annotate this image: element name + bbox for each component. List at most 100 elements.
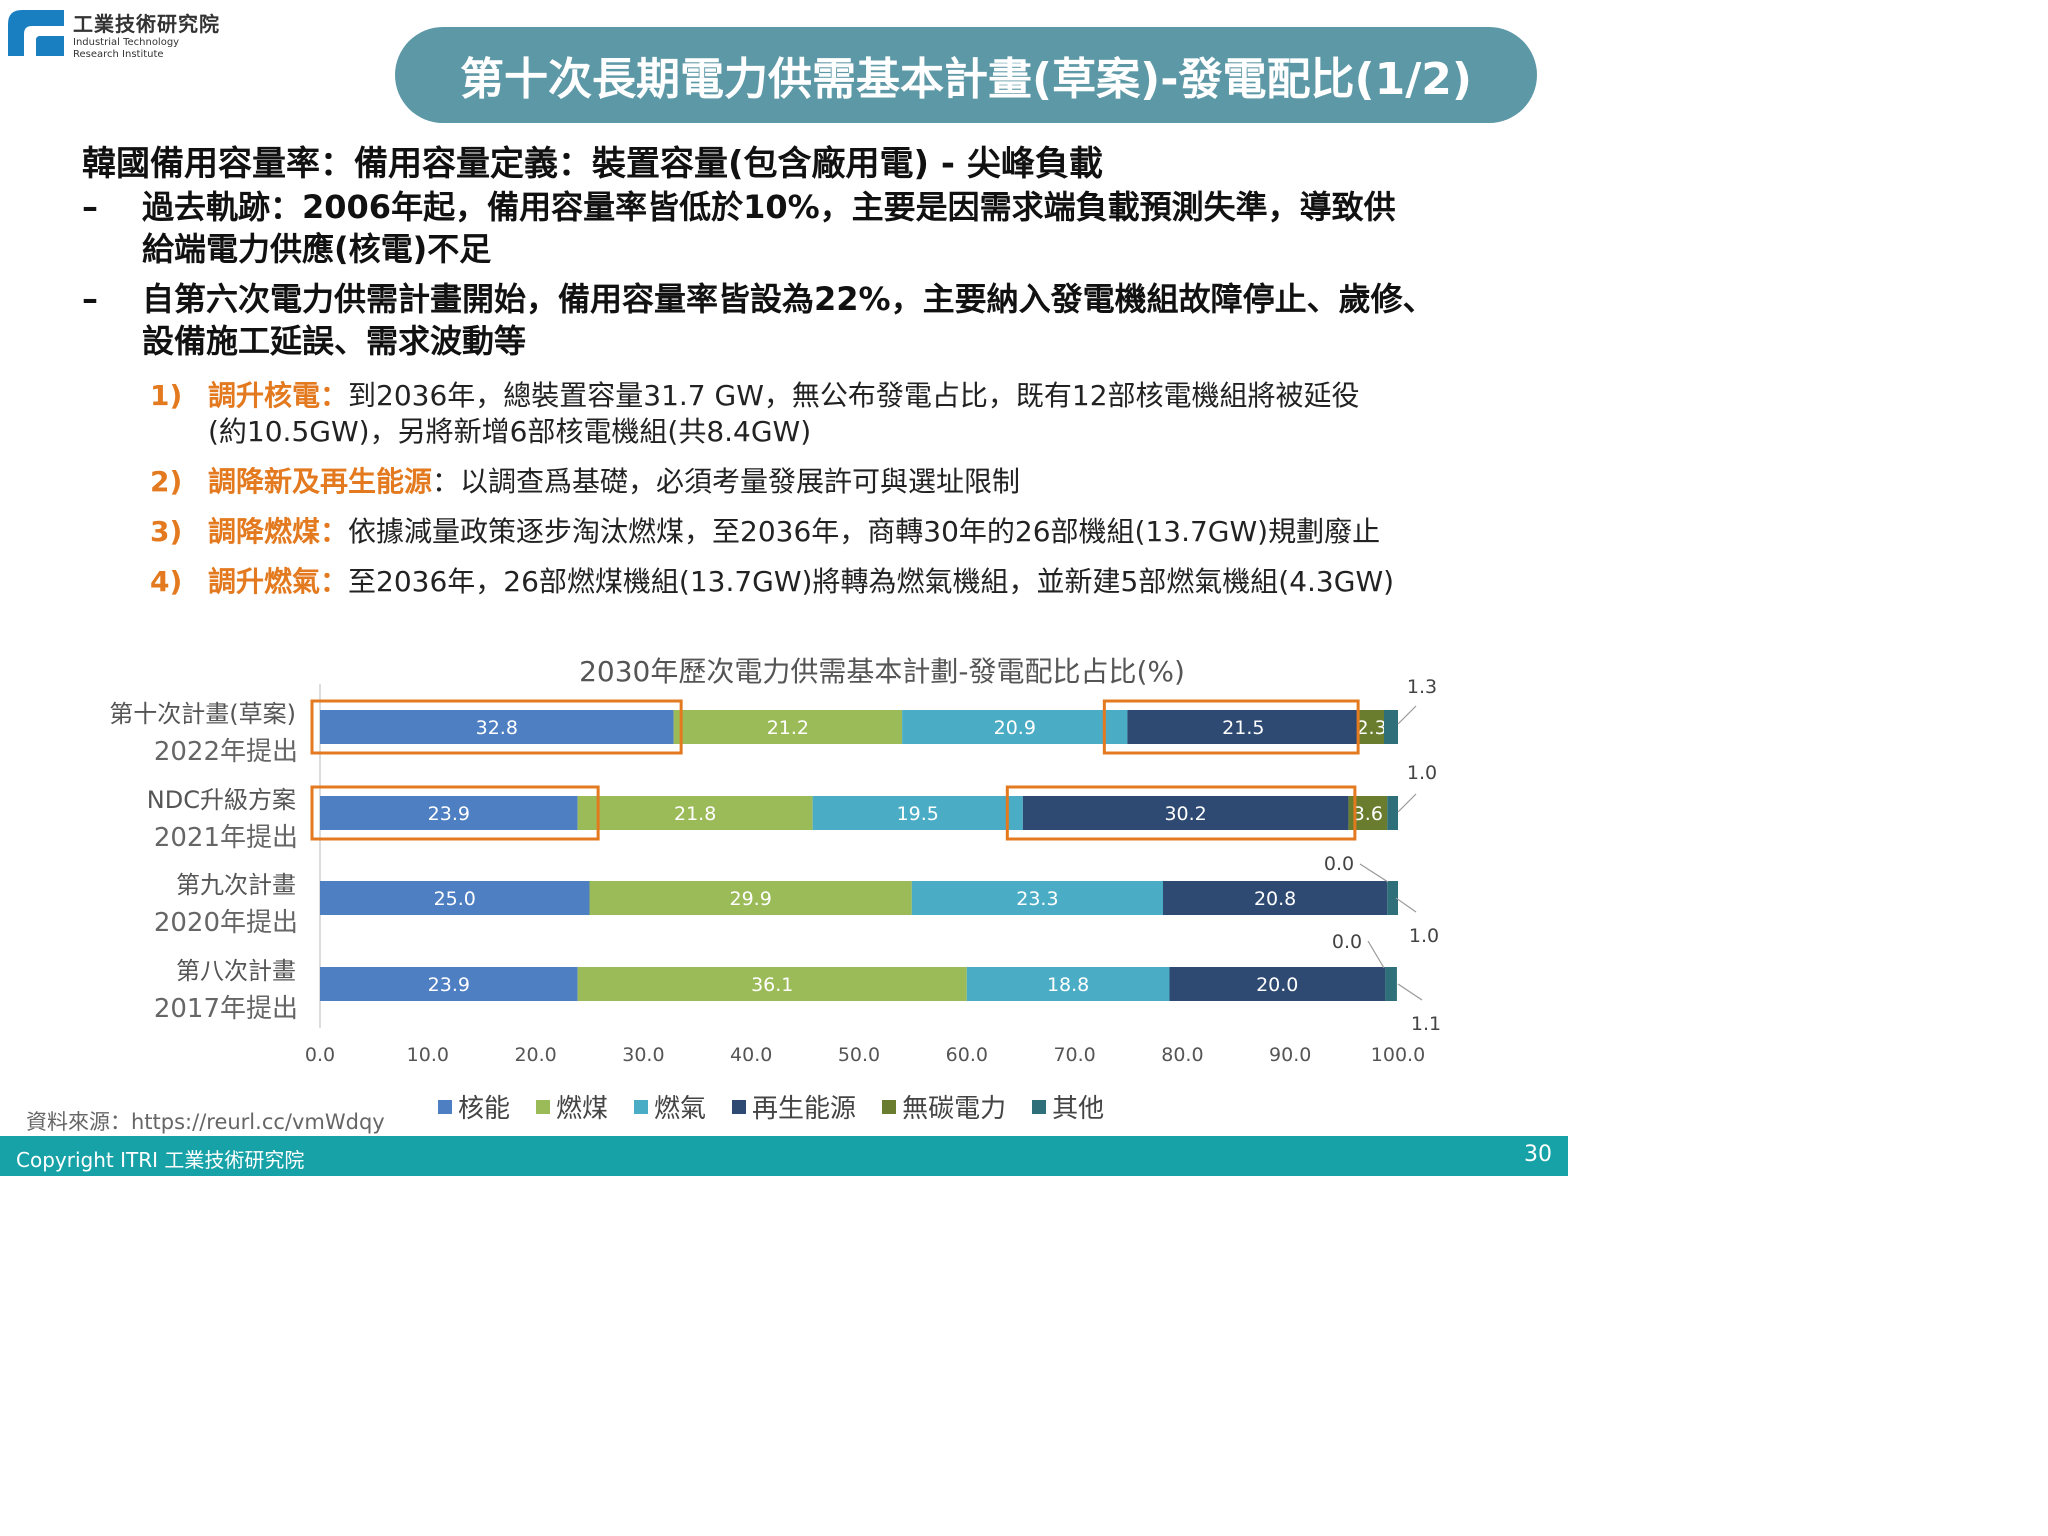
callout-value-label: 0.0	[1324, 853, 1354, 875]
legend-item: 再生能源	[732, 1088, 856, 1125]
dash-line: 自第六次電力供需計畫開始，備用容量率皆設為22%，主要納入發電機組故障停止、歲修…	[142, 280, 1435, 318]
dash-line: 給端電力供應(核電)不足	[142, 230, 492, 268]
item-line: 調降新及再生能源：以調查爲基礎，必須考量發展許可與選址限制	[208, 464, 1498, 500]
item-number: 4)	[150, 565, 183, 598]
bar-value-label: 20.0	[1256, 974, 1298, 996]
bar-segment	[1385, 967, 1397, 1001]
x-tick-label: 100.0	[1371, 1044, 1425, 1066]
x-tick-label: 80.0	[1161, 1044, 1203, 1066]
dash-text: 自第六次電力供需計畫開始，備用容量率皆設為22%，主要納入發電機組故障停止、歲修…	[142, 278, 1542, 362]
legend-item: 無碳電力	[882, 1088, 1006, 1125]
chart-title: 2030年歷次電力供需基本計劃-發電配比占比(%)	[579, 655, 1185, 688]
org-name-zh: 工業技術研究院	[73, 12, 220, 36]
legend-item: 燃氣	[634, 1088, 706, 1125]
footer-bar: Copyright ITRI 工業技術研究院 30	[0, 1136, 1568, 1176]
bar-value-label: 20.9	[994, 717, 1036, 739]
slide-title-text: 第十次長期電力供需基本計畫(草案)-發電配比(1/2)	[460, 54, 1472, 105]
org-name-en-2: Research Institute	[73, 49, 164, 60]
item-number: 2)	[150, 465, 183, 498]
category-label: 第九次計畫	[176, 871, 296, 899]
category-sublabel: 2021年提出	[154, 823, 298, 853]
bar-segment	[577, 967, 967, 1001]
dash-line: 設備施工延誤、需求波動等	[142, 322, 527, 360]
item-body: 調降燃煤：依據減量政策逐步淘汰燃煤，至2036年，商轉30年的26部機組(13.…	[208, 514, 1498, 550]
item-line: 調降燃煤：依據減量政策逐步淘汰燃煤，至2036年，商轉30年的26部機組(13.…	[208, 514, 1498, 550]
legend-item: 燃煤	[536, 1088, 608, 1125]
x-tick-label: 20.0	[514, 1044, 556, 1066]
highlight-box	[310, 785, 600, 841]
footer-copyright: Copyright ITRI 工業技術研究院	[16, 1148, 305, 1172]
bar-segment	[1359, 710, 1384, 744]
bar-value-label: 23.9	[428, 974, 470, 996]
source-note: 資料來源：https://reurl.cc/vmWdqy	[26, 1110, 385, 1134]
bar-segment	[589, 881, 912, 915]
bar-segment	[1387, 796, 1398, 830]
legend-label: 燃氣	[654, 1094, 707, 1124]
highlight-box	[1005, 785, 1357, 841]
category-sublabel: 2022年提出	[154, 737, 298, 767]
bar-value-label: 32.8	[476, 717, 518, 739]
callout-leader-line	[1367, 940, 1385, 969]
category-label: 第十次計畫(草案)	[109, 700, 296, 728]
item-label: 調降新及再生能源	[208, 465, 433, 498]
bar-segment	[320, 881, 590, 915]
callout-value-label: 1.0	[1407, 762, 1437, 784]
bar-value-label: 36.1	[751, 974, 793, 996]
bar-value-label: 21.5	[1222, 717, 1264, 739]
stacked-bar-chart: 2030年歷次電力供需基本計劃-發電配比占比(%) 32.8 21.2 20.9 21.…	[109, 655, 1441, 1066]
bar-segment	[911, 881, 1163, 915]
bar-value-label: 21.8	[674, 803, 716, 825]
org-name-en-1: Industrial Technology	[73, 37, 180, 48]
bar-segment	[1387, 881, 1398, 915]
dash-mark: –	[82, 280, 98, 318]
category-sublabel: 2017年提出	[154, 994, 298, 1024]
item-text: ：以調查爲基礎，必須考量發展許可與選址限制	[432, 465, 1021, 498]
callout-value-label: 0.0	[1332, 931, 1362, 953]
legend-label: 燃煤	[556, 1094, 609, 1124]
bar-value-label: 19.5	[897, 803, 939, 825]
item-body: 調升燃氣：至2036年，26部燃煤機組(13.7GW)將轉為燃氣機組，並新建5部…	[208, 564, 1498, 600]
org-name: 工業技術研究院 Industrial Technology Research I…	[73, 8, 220, 61]
bar-segment	[1162, 881, 1388, 915]
legend-label: 其他	[1052, 1094, 1105, 1124]
bar-value-label: 25.0	[434, 888, 476, 910]
legend-swatch	[634, 1099, 649, 1114]
bar-value-label: 21.2	[767, 717, 809, 739]
highlight-box	[1102, 699, 1360, 755]
item-label: 調升燃氣：	[208, 565, 349, 598]
bar-segment	[1169, 967, 1386, 1001]
x-tick-label: 10.0	[407, 1044, 449, 1066]
bar-segment	[320, 967, 578, 1001]
item-label: 調升核電：	[208, 379, 349, 412]
legend-swatch	[1032, 1099, 1047, 1114]
bar-value-label: 2.3	[1356, 717, 1386, 739]
bar-segment	[966, 967, 1170, 1001]
bar-segment	[577, 796, 813, 830]
bar-segment	[1127, 710, 1360, 744]
callout-value-label: 1.1	[1411, 1013, 1441, 1035]
chart-legend: 核能 燃煤 燃氣 再生能源 無碳電力 其他	[438, 1088, 1104, 1125]
x-tick-label: 70.0	[1053, 1044, 1095, 1066]
legend-swatch	[536, 1099, 551, 1114]
category-label: 第八次計畫	[176, 957, 296, 985]
legend-label: 核能	[458, 1094, 511, 1124]
legend-label: 無碳電力	[902, 1094, 1007, 1124]
item-line: 調升燃氣：至2036年，26部燃煤機組(13.7GW)將轉為燃氣機組，並新建5部…	[208, 564, 1498, 600]
slide-title: 第十次長期電力供需基本計畫(草案)-發電配比(1/2)	[395, 27, 1537, 123]
x-tick-label: 40.0	[730, 1044, 772, 1066]
bar-segment	[902, 710, 1128, 744]
category-sublabel: 2020年提出	[154, 908, 298, 938]
legend-swatch	[438, 1099, 452, 1114]
x-tick-label: 30.0	[622, 1044, 664, 1066]
callout-leader-line	[1395, 897, 1417, 913]
item-text: 依據減量政策逐步淘汰燃煤，至2036年，商轉30年的26部機組(13.7GW)規…	[348, 515, 1381, 548]
bar-segment	[812, 796, 1023, 830]
bar-value-label: 18.8	[1047, 974, 1089, 996]
item-body: 調升核電：到2036年，總裝置容量31.7 GW，無公布發電占比，既有12部核電…	[208, 378, 1498, 450]
item-line: (約10.5GW)，另將新增6部核電機組(共8.4GW)	[208, 415, 812, 448]
section-heading: 韓國備用容量率：備用容量定義：裝置容量(包含廠用電) - 尖峰負載	[82, 144, 1103, 184]
legend-label: 再生能源	[752, 1094, 857, 1124]
x-tick-label: 50.0	[838, 1044, 880, 1066]
bar-value-label: 23.3	[1016, 888, 1058, 910]
callout-leader-line	[1359, 863, 1389, 883]
